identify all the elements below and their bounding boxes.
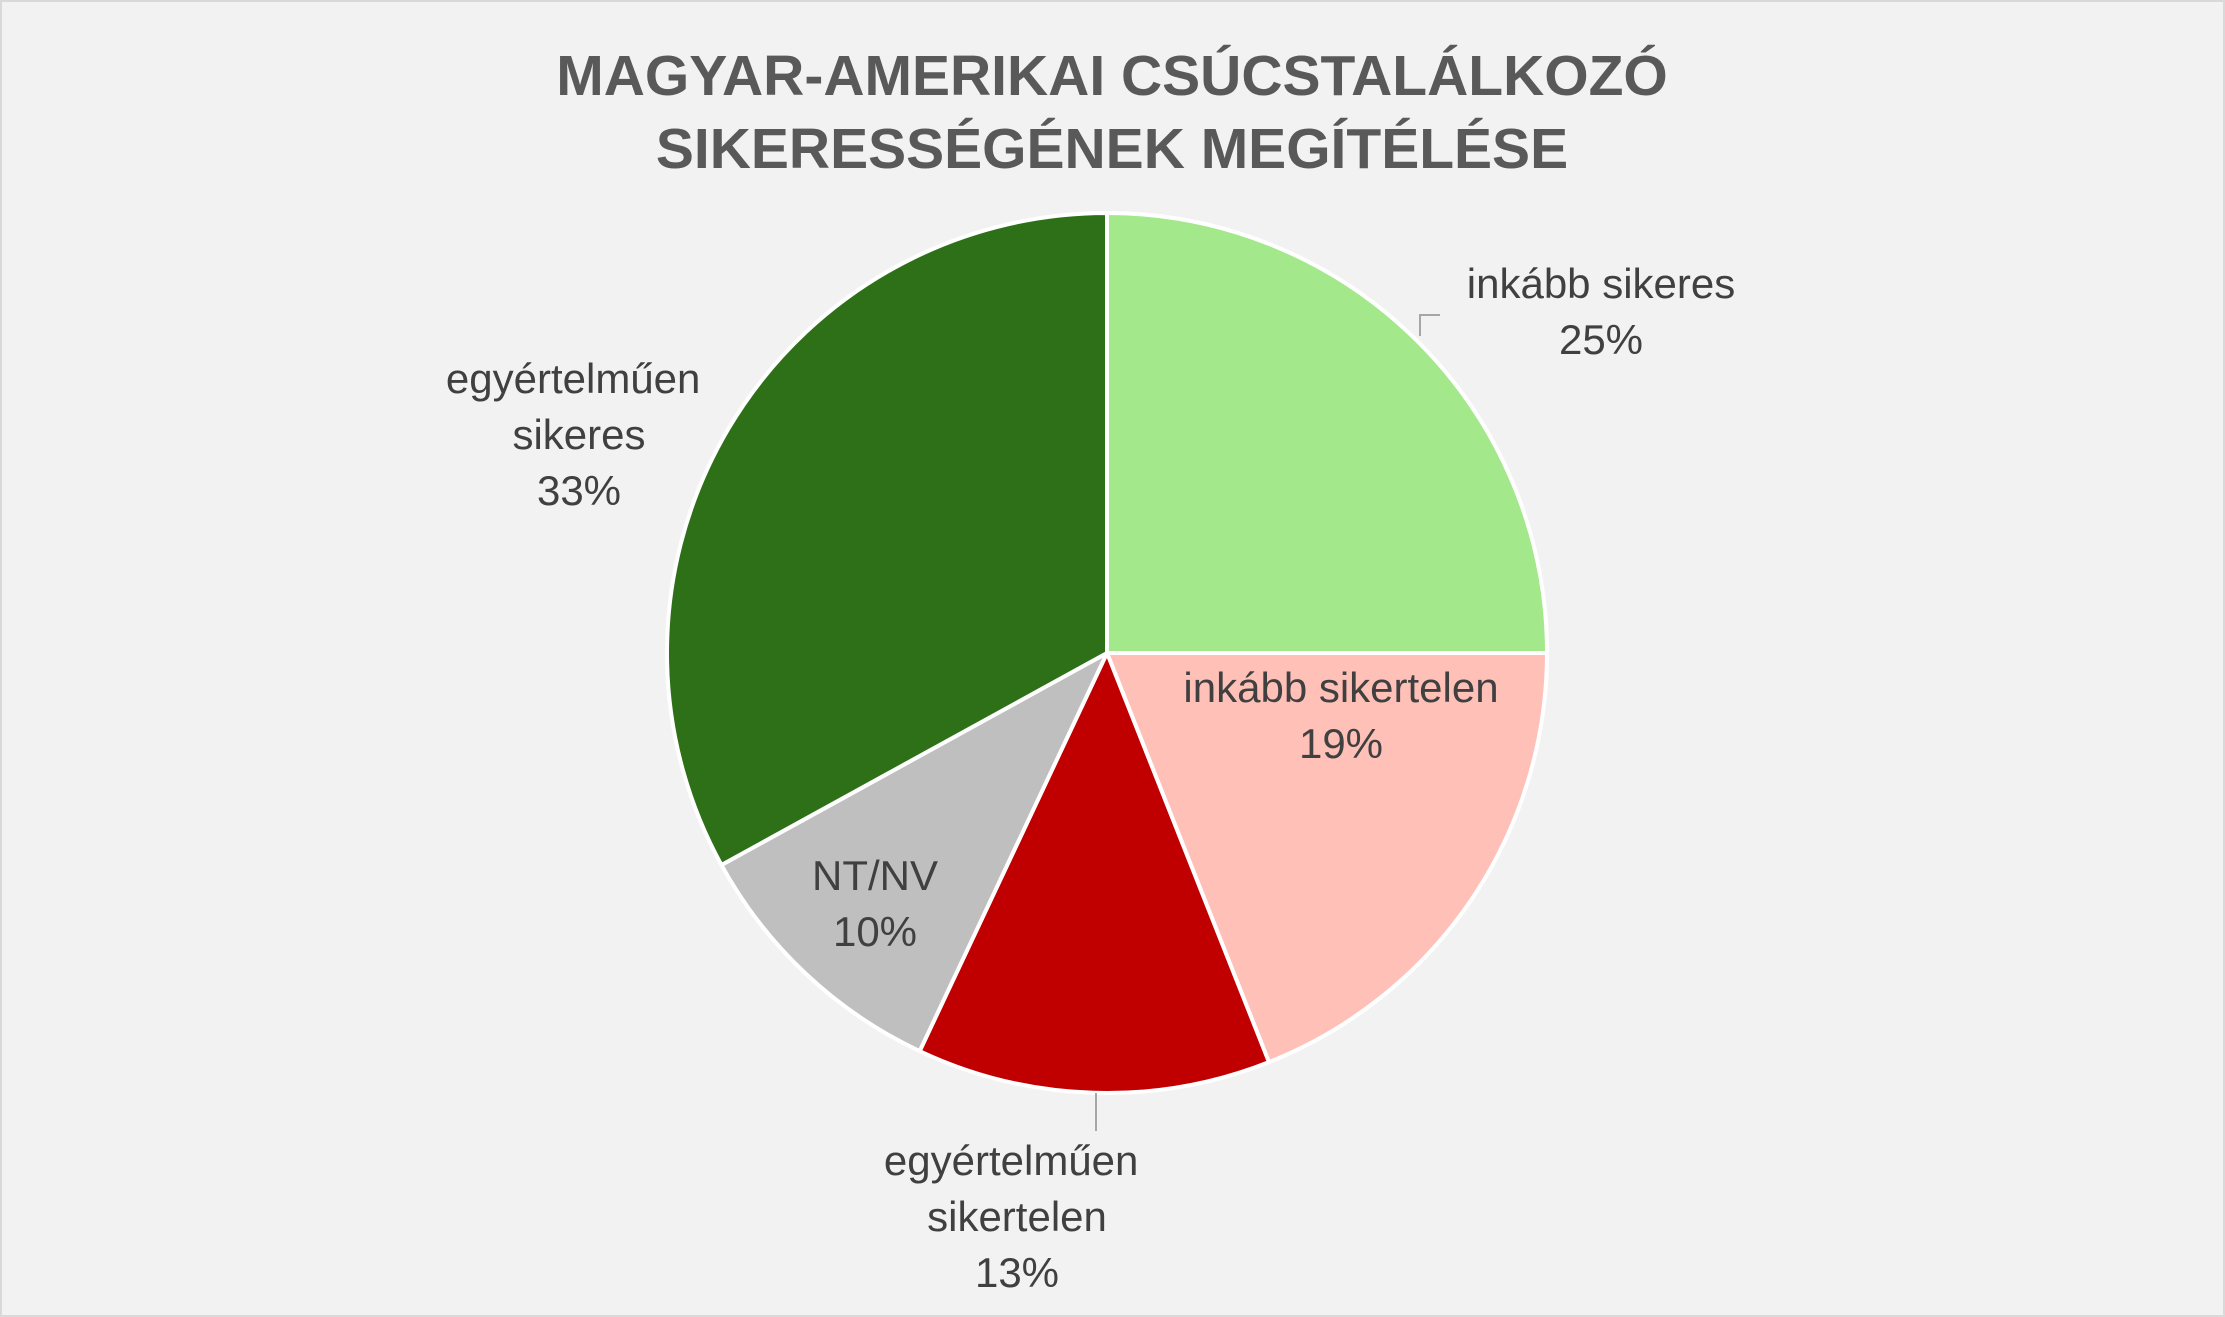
- data-label-value: 25%: [1559, 316, 1643, 363]
- pie-slice: [665, 211, 1109, 867]
- leader-line: [1419, 314, 1440, 336]
- pie-slice: [1105, 211, 1549, 655]
- data-label-value: 10%: [833, 908, 917, 955]
- data-label-category: inkább sikeres: [1467, 260, 1735, 307]
- data-label-category: NT/NV: [812, 852, 938, 899]
- data-label-value: 13%: [975, 1249, 1059, 1296]
- data-label-value: 33%: [537, 467, 621, 514]
- pie-slice: [1105, 651, 1549, 1065]
- pie: [665, 211, 1549, 1095]
- pie-slice: [917, 651, 1271, 1095]
- data-label-category: egyértelműen sikeres: [446, 355, 712, 458]
- data-label-category: egyértelműen sikertelen: [884, 1137, 1150, 1240]
- chart-title: MAGYAR-AMERIKAI CSÚCSTALÁLKOZÓ: [556, 44, 1667, 108]
- data-label-category: inkább sikertelen: [1183, 664, 1498, 711]
- chart-title: SIKERESSÉGÉNEK MEGÍTÉLÉSE: [656, 117, 1568, 181]
- pie-slice: [719, 651, 1109, 1054]
- data-label-value: 19%: [1299, 720, 1383, 767]
